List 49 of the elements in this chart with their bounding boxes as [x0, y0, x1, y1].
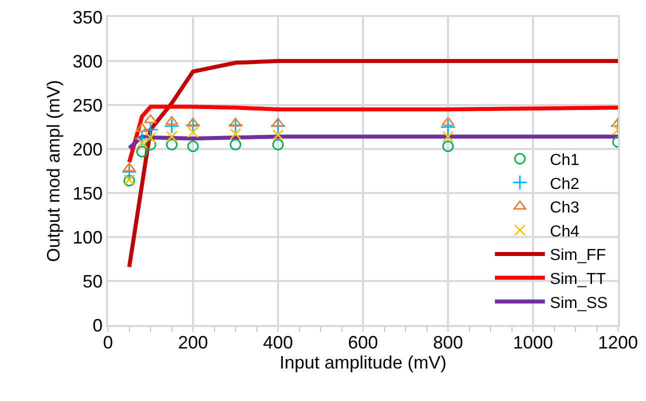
point — [136, 137, 148, 149]
point — [166, 130, 178, 142]
point — [270, 118, 286, 134]
x-axis-title: Input amplitude (mV) — [279, 352, 447, 372]
x-tick-label: 1000 — [512, 332, 554, 352]
x-tick-label: 800 — [432, 332, 464, 352]
legend-label: Ch2 — [550, 176, 580, 193]
legend-label: Ch4 — [550, 223, 580, 240]
point — [122, 162, 136, 172]
y-tick-label: 100 — [72, 227, 103, 248]
point — [134, 130, 150, 146]
legend-label: Sim_FF — [550, 247, 606, 264]
y-tick-label: 50 — [82, 271, 103, 292]
x-tick-label: 1200 — [598, 332, 638, 352]
point — [272, 129, 284, 141]
legend-label: Ch1 — [550, 152, 580, 169]
legend-label: Sim_TT — [550, 270, 606, 288]
point — [164, 118, 180, 134]
point — [144, 132, 156, 144]
x-tick-label: 400 — [262, 332, 294, 352]
x-tick-label: 600 — [348, 332, 378, 352]
y-tick-label: 300 — [72, 51, 103, 72]
y-tick-label: 350 — [72, 7, 103, 28]
line-series — [127, 134, 618, 150]
y-tick-label: 250 — [72, 95, 103, 116]
point — [228, 117, 244, 133]
point — [230, 138, 242, 150]
y-tick-label: 200 — [72, 139, 103, 160]
point — [166, 138, 178, 150]
point — [165, 116, 178, 125]
point — [187, 126, 199, 138]
point — [187, 140, 199, 152]
y-tick-label: 150 — [72, 183, 103, 204]
point — [272, 138, 284, 150]
point — [442, 130, 454, 142]
point — [136, 146, 148, 158]
point — [440, 119, 456, 135]
legend-label: Ch3 — [550, 200, 580, 217]
point — [185, 117, 201, 133]
line-series — [127, 59, 618, 269]
point — [122, 164, 137, 180]
point — [142, 122, 158, 138]
x-tick-label: 200 — [178, 332, 208, 352]
point — [230, 128, 242, 140]
legend-label: Sim_SS — [550, 294, 608, 312]
point — [442, 140, 454, 152]
y-axis-title: Output mod ampl (mV) — [43, 80, 64, 262]
point — [144, 138, 156, 150]
y-tick-label: 0 — [92, 315, 103, 336]
